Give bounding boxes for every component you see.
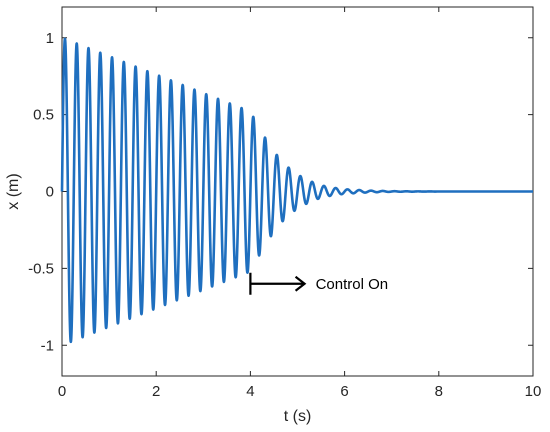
tick-labels: 0 2 4 6 8 10 1 0.5 0 -0.5 -1: [28, 30, 541, 400]
annotation-control-on: Control On: [249, 272, 389, 295]
y-tick-label: 1: [46, 30, 54, 47]
y-tick-label: 0: [46, 184, 54, 201]
annotation-arrow-head: [294, 275, 307, 292]
x-axis-label: t (s): [284, 408, 312, 425]
x-tick-label: 10: [525, 383, 542, 400]
x-tick-label: 6: [340, 383, 348, 400]
x-tick-label: 4: [246, 383, 254, 400]
x-tick-label: 8: [435, 383, 443, 400]
y-tick-label: -0.5: [28, 260, 54, 277]
annotation-label: Control On: [316, 276, 389, 293]
x-tick-label: 0: [58, 383, 66, 400]
series-line-displacement: [60, 37, 535, 344]
x-tick-label: 2: [152, 383, 160, 400]
y-tick-label: 0.5: [33, 107, 54, 124]
y-tick-label: -1: [41, 337, 54, 354]
y-axis-label: x (m): [5, 173, 22, 209]
